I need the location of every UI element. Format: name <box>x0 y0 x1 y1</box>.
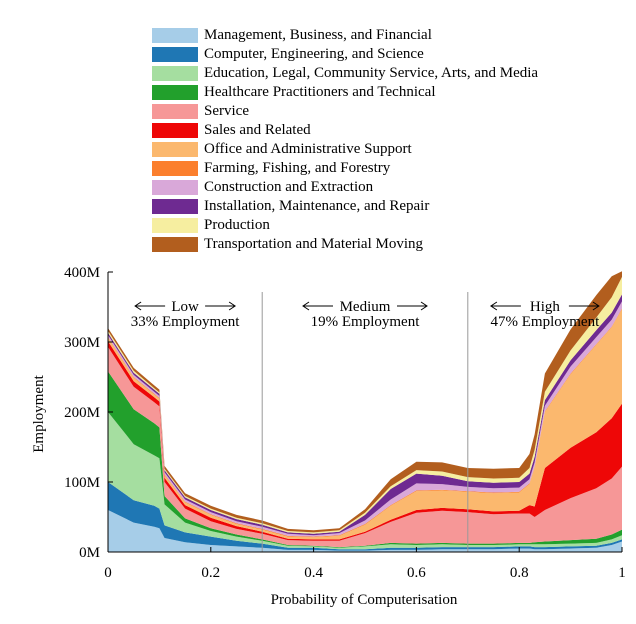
y-tick-label: 300M <box>64 335 100 351</box>
legend-label: Farming, Fishing, and Forestry <box>204 160 391 176</box>
legend-item: Healthcare Practitioners and Technical <box>152 83 538 102</box>
axes: 0 0.2 0.4 0.6 0.8 1 0M 100M 200M 300M 400M <box>64 265 626 581</box>
legend-swatch <box>152 28 198 43</box>
legend-swatch <box>152 218 198 233</box>
legend-item: Farming, Fishing, and Forestry <box>152 159 538 178</box>
x-tick-label: 0.4 <box>304 565 323 581</box>
region-arrow-head <box>134 301 142 311</box>
legend-label: Production <box>204 217 270 233</box>
x-tick-label: 0.2 <box>201 565 220 581</box>
legend-item: Sales and Related <box>152 121 538 140</box>
y-tick-label: 100M <box>64 475 100 491</box>
legend-swatch <box>152 123 198 138</box>
region-arrow-head <box>592 301 600 311</box>
area-series-group <box>108 271 622 552</box>
legend-swatch <box>152 180 198 195</box>
legend-label: Healthcare Practitioners and Technical <box>204 84 436 100</box>
region-share: 19% Employment <box>311 314 421 330</box>
legend-swatch <box>152 104 198 119</box>
x-tick-label: 0.8 <box>510 565 529 581</box>
region-arrow-head <box>302 301 310 311</box>
legend-swatch <box>152 47 198 62</box>
legend-item: Computer, Engineering, and Science <box>152 45 538 64</box>
legend-item: Production <box>152 216 538 235</box>
legend-swatch <box>152 66 198 81</box>
legend-item: Installation, Maintenance, and Repair <box>152 197 538 216</box>
legend-swatch <box>152 161 198 176</box>
legend-label: Construction and Extraction <box>204 179 374 195</box>
legend-label: Installation, Maintenance, and Repair <box>204 198 430 214</box>
legend-item: Construction and Extraction <box>152 178 538 197</box>
legend-item: Education, Legal, Community Service, Art… <box>152 64 538 83</box>
y-tick-label: 200M <box>64 405 100 421</box>
area-series <box>108 510 622 552</box>
legend-label: Office and Administrative Support <box>204 141 412 157</box>
legend-label: Management, Business, and Financial <box>204 27 432 43</box>
region-arrow-head <box>228 301 237 311</box>
legend-label: Sales and Related <box>204 122 311 138</box>
y-axis-label: Employment <box>31 374 47 452</box>
region-dividers <box>261 292 469 552</box>
legend-label: Education, Legal, Community Service, Art… <box>204 65 539 81</box>
region-share: 33% Employment <box>131 314 241 330</box>
x-tick-label: 1 <box>618 565 626 581</box>
legend: Management, Business, and Financial Compu… <box>152 26 538 254</box>
y-tick-label: 0M <box>79 545 100 561</box>
y-tick-label: 400M <box>64 265 100 281</box>
region-arrow-head <box>420 301 428 311</box>
legend-swatch <box>152 85 198 100</box>
x-tick-label: 0.6 <box>407 565 426 581</box>
region-label: High <box>530 299 561 315</box>
region-share: 47% Employment <box>491 314 601 330</box>
region-label: Medium <box>340 299 391 315</box>
legend-label: Service <box>204 103 249 119</box>
legend-swatch <box>152 199 198 214</box>
legend-item: Service <box>152 102 538 121</box>
legend-item: Management, Business, and Financial <box>152 26 538 45</box>
region-arrow-head <box>489 301 498 311</box>
legend-swatch <box>152 142 198 157</box>
region-label: Low <box>171 299 199 315</box>
legend-item: Transportation and Material Moving <box>152 235 538 254</box>
x-axis-label: Probability of Computerisation <box>271 592 458 608</box>
legend-label: Transportation and Material Moving <box>204 236 424 252</box>
area-series <box>108 346 622 548</box>
legend-label: Computer, Engineering, and Science <box>204 46 424 62</box>
legend-item: Office and Administrative Support <box>152 140 538 159</box>
x-tick-label: 0 <box>104 565 112 581</box>
legend-swatch <box>152 237 198 252</box>
